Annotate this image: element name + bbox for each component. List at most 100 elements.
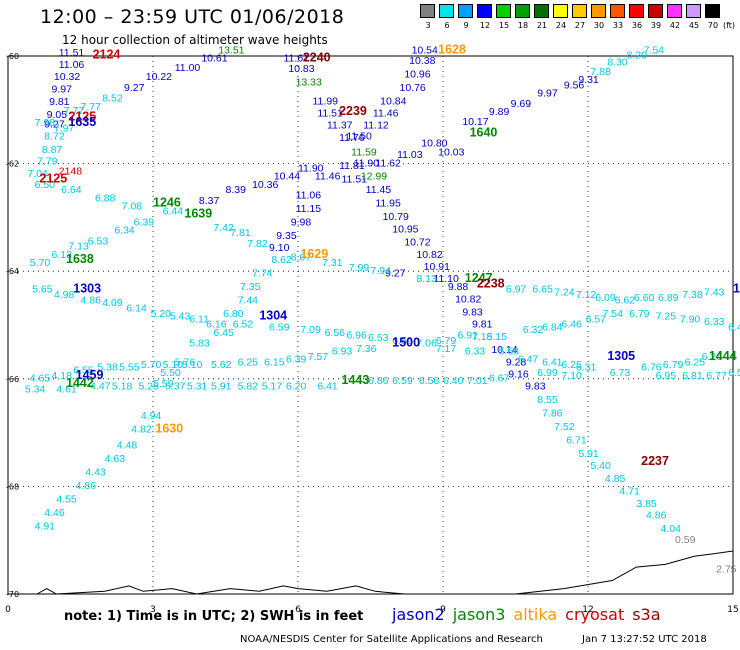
swh-value: 7.10 bbox=[561, 370, 582, 382]
color-swatch-label: 6 bbox=[444, 21, 450, 30]
swh-value: 9.27 bbox=[124, 82, 145, 94]
swh-value: 6.53 bbox=[88, 235, 109, 247]
swh-value: 11.10 bbox=[433, 273, 459, 285]
y-tick-label: -70 bbox=[6, 590, 19, 599]
swh-value: 6.34 bbox=[114, 225, 135, 237]
swh-value: 6.20 bbox=[286, 381, 307, 393]
color-swatch bbox=[667, 4, 682, 18]
swh-value: 4.86 bbox=[81, 294, 102, 306]
swh-value: 11.90 bbox=[354, 157, 380, 169]
color-swatch bbox=[572, 4, 587, 18]
satellite-legend-item: jason3 bbox=[452, 605, 506, 624]
track-time-label: 2237 bbox=[641, 454, 669, 468]
swh-value: 6.26 bbox=[702, 351, 723, 363]
swh-value: 0.59 bbox=[675, 534, 696, 546]
swh-value: 11.81 bbox=[339, 160, 365, 172]
footer-note: note: 1) Time is in UTC; 2) SWH is in fe… bbox=[64, 609, 364, 624]
swh-value: 6.44 bbox=[728, 321, 740, 333]
swh-value: 4.85 bbox=[605, 473, 626, 485]
track-time-label: 1304 bbox=[259, 309, 287, 323]
color-swatch bbox=[705, 4, 720, 18]
swh-value: 7.31 bbox=[322, 257, 343, 269]
color-swatch-label: 15 bbox=[498, 21, 510, 30]
coastline bbox=[515, 550, 734, 595]
swh-value: 11.45 bbox=[366, 184, 392, 196]
color-swatch bbox=[629, 4, 644, 18]
swh-value: 6.59 bbox=[392, 375, 413, 387]
swh-value: 9.05 bbox=[47, 109, 68, 121]
swh-value: 9.16 bbox=[508, 369, 529, 381]
swh-value: 12.99 bbox=[361, 171, 387, 183]
swh-value: 5.31 bbox=[187, 381, 208, 393]
track-time-label: 1444 bbox=[709, 349, 737, 363]
swh-value: 11.51 bbox=[59, 47, 85, 59]
swh-value: 6.46 bbox=[561, 319, 582, 331]
x-tick-label: 12 bbox=[582, 605, 593, 615]
swh-value: 6.96 bbox=[346, 329, 367, 341]
swh-value: 10.44 bbox=[274, 171, 300, 183]
swh-value: 11.99 bbox=[313, 95, 339, 107]
swh-value: 5.34 bbox=[25, 383, 46, 395]
swh-value: 6.33 bbox=[704, 316, 725, 328]
swh-value: 6.84 bbox=[542, 321, 563, 333]
swh-value: 4.18 bbox=[52, 370, 73, 382]
swh-value: 8.20 bbox=[627, 50, 648, 62]
swh-value: 4.48 bbox=[117, 440, 138, 452]
track-time-label: 1639 bbox=[184, 206, 212, 220]
color-swatch-label: 39 bbox=[650, 21, 662, 30]
track-time-label: 1635 bbox=[68, 115, 96, 129]
swh-value: 6.55 bbox=[73, 364, 94, 376]
swh-value: 6.40 bbox=[443, 375, 464, 387]
swh-value: 7.13 bbox=[68, 241, 89, 253]
swh-value: 5.70 bbox=[141, 359, 162, 371]
color-swatch-label: 33 bbox=[612, 21, 624, 30]
swh-value: 6.95 bbox=[656, 370, 677, 382]
swh-value: 6.91 bbox=[458, 329, 479, 341]
x-tick-label: 3 bbox=[150, 605, 156, 615]
swh-value: 7.43 bbox=[704, 286, 725, 298]
swh-value: 10.72 bbox=[404, 236, 430, 248]
swh-value: 7.81 bbox=[230, 227, 251, 239]
swh-value: 4.82 bbox=[131, 424, 152, 436]
color-swatch bbox=[439, 4, 454, 18]
swh-value: 3.85 bbox=[636, 498, 657, 510]
swh-value: 9.88 bbox=[448, 281, 469, 293]
swh-value: 4.65 bbox=[30, 372, 51, 384]
swh-value: 5.76 bbox=[175, 356, 196, 368]
color-swatch-label: 27 bbox=[574, 21, 586, 30]
swh-value: 6.64 bbox=[61, 184, 82, 196]
swh-value: 10.84 bbox=[380, 95, 406, 107]
swh-value: 10.61 bbox=[201, 52, 227, 64]
x-tick-label: 15 bbox=[727, 605, 738, 615]
track-time-label: 1640 bbox=[470, 126, 498, 140]
swh-value: 6.73 bbox=[610, 367, 631, 379]
swh-value: 6.79 bbox=[663, 359, 684, 371]
swh-value: 9.81 bbox=[49, 96, 70, 108]
swh-value: 5.20 bbox=[151, 308, 172, 320]
track-time-label: 1638 bbox=[66, 252, 94, 266]
swh-value: 8.72 bbox=[44, 130, 65, 142]
swh-value: 9.27 bbox=[385, 268, 406, 280]
satellite-legend-item: altika bbox=[513, 605, 558, 624]
swh-value: 7.77 bbox=[64, 105, 85, 117]
swh-value: 7.35 bbox=[240, 281, 261, 293]
swh-value: 6.62 bbox=[615, 294, 636, 306]
swh-value: 11.50 bbox=[346, 130, 372, 142]
swh-value: 6.15 bbox=[264, 356, 285, 368]
swh-value: 4.61 bbox=[56, 383, 77, 395]
swh-value: 4.43 bbox=[85, 467, 106, 479]
swh-value: 6.47 bbox=[518, 354, 539, 366]
color-scale-unit: (ft) bbox=[722, 21, 736, 30]
swh-value: 7.86 bbox=[542, 407, 563, 419]
swh-value: 11.61 bbox=[284, 52, 310, 64]
swh-value: 9.98 bbox=[291, 216, 312, 228]
satellite-legend-item: cryosat bbox=[565, 605, 625, 624]
x-tick-label: 6 bbox=[295, 605, 301, 615]
swh-value: 4.09 bbox=[102, 297, 123, 309]
swh-value: 9.89 bbox=[489, 106, 510, 118]
color-swatch-label: 9 bbox=[463, 21, 469, 30]
color-swatch-label: 45 bbox=[688, 21, 700, 30]
swh-value: 10.14 bbox=[491, 344, 517, 356]
swh-value: 5.50 bbox=[160, 367, 181, 379]
swh-value: 6.14 bbox=[126, 303, 147, 315]
